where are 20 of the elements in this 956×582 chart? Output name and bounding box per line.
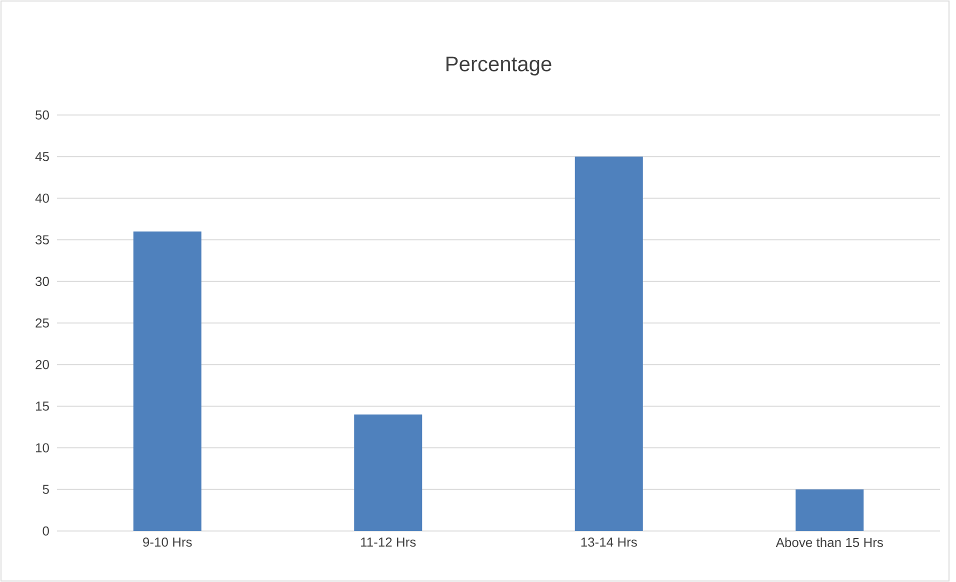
y-tick-label: 15 — [36, 402, 49, 411]
y-tick-label: 20 — [36, 360, 49, 370]
x-tick-label: 13-14 Hrs — [581, 538, 637, 547]
x-tick-label: 9-10 Hrs — [143, 538, 192, 547]
bar — [354, 414, 422, 531]
y-tick-label: 25 — [36, 318, 49, 328]
y-tick-label: 5 — [42, 484, 49, 494]
x-tick-label: 11-12 Hrs — [361, 538, 416, 547]
y-tick-label: 10 — [36, 443, 49, 452]
y-tick-label: 45 — [35, 152, 49, 162]
bar — [796, 489, 864, 531]
y-tick-label: 30 — [36, 276, 49, 286]
y-tick-label: 50 — [36, 110, 49, 120]
y-tick-label: 0 — [42, 526, 49, 536]
bar — [574, 156, 643, 531]
y-tick-label: 40 — [35, 194, 49, 203]
y-tick-label: 35 — [36, 235, 49, 244]
chart-title: Percentage — [446, 56, 552, 76]
x-tick-label: Above than 15 Hrs — [776, 538, 883, 548]
bar — [133, 231, 202, 531]
